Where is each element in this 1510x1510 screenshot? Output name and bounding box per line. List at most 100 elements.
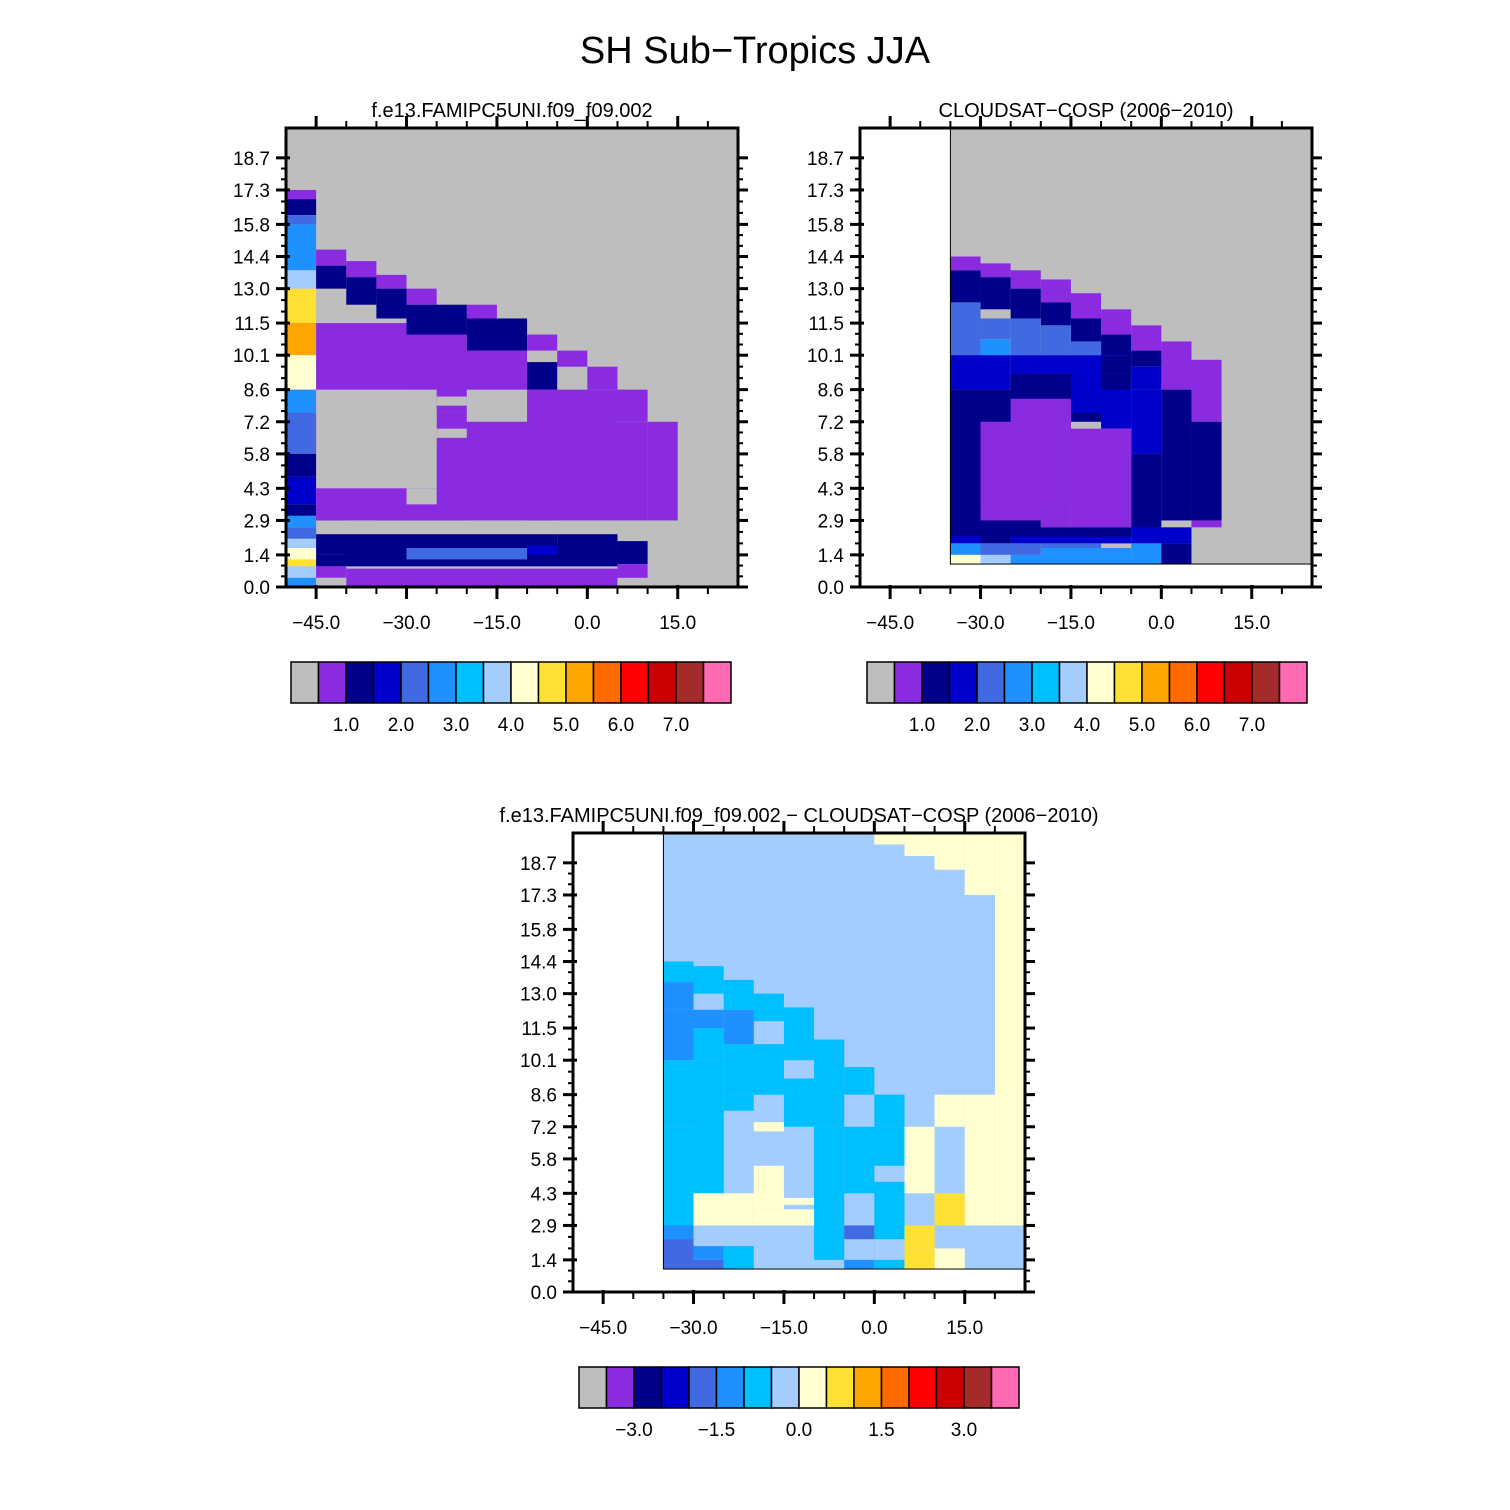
heatmap-cell	[693, 1110, 724, 1194]
heatmap-cell	[964, 894, 995, 1095]
colorbar-label: 4.0	[1074, 715, 1100, 736]
heatmap-cell	[980, 536, 1011, 544]
colorbar: 1.0 2.0 3.0 4.0 5.0 6.0 7.0	[866, 661, 1308, 736]
heatmap-cell	[286, 323, 317, 356]
panel-title-model: f.e13.FAMIPC5UNI.f09_f09.002	[371, 100, 652, 122]
heatmap-cell	[617, 421, 648, 521]
heatmap-cell	[527, 545, 558, 555]
plot-frame	[284, 126, 740, 589]
heatmap-cell	[1131, 527, 1192, 544]
heatmap-cell	[1040, 543, 1102, 548]
colorbar-label: 0.0	[786, 1420, 812, 1441]
heatmap-cell	[466, 318, 528, 351]
y-tick-label: 2.9	[818, 511, 844, 532]
y-tick-label: 14.4	[807, 248, 844, 269]
colorbar-box	[633, 1366, 663, 1409]
y-tick-label: 0.0	[818, 578, 844, 599]
heatmap-cell	[1131, 325, 1162, 351]
y-tick-label: 13.0	[807, 280, 844, 301]
colorbar: 1.0 2.0 3.0 4.0 5.0 6.0 7.0	[290, 661, 732, 736]
heatmap-cell	[874, 1094, 905, 1127]
heatmap-cell	[1191, 520, 1222, 528]
y-tick-label: 11.5	[521, 1019, 557, 1040]
heatmap-cell	[783, 1197, 815, 1205]
heatmap-cell	[874, 1165, 905, 1182]
panel-title-observation: CLOUDSAT−COSP (2006−2010)	[939, 100, 1234, 122]
x-tick-label: −45.0	[579, 1318, 627, 1339]
heatmap-cell	[904, 833, 935, 856]
heatmap-cell	[286, 476, 317, 505]
heatmap-cell	[1040, 547, 1132, 555]
y-tick-label: 5.8	[818, 445, 844, 466]
colorbar-label: 1.0	[909, 715, 935, 736]
heatmap-cell	[753, 1122, 784, 1132]
colorbar-box	[948, 661, 978, 704]
y-tick-label: 11.5	[234, 314, 270, 335]
heatmap-cell	[527, 362, 558, 390]
x-tick-label: 0.0	[861, 1318, 887, 1339]
heatmap-cell	[950, 355, 1011, 390]
heatmap-cell	[1131, 389, 1162, 454]
heatmap-cell	[1131, 350, 1162, 367]
colorbar-box	[1168, 661, 1198, 704]
heatmap-cell	[1131, 453, 1162, 537]
heatmap-cell	[286, 189, 317, 200]
heatmap-cell	[723, 1094, 754, 1111]
heatmap-cell	[436, 350, 528, 390]
colorbar-box	[578, 1366, 608, 1409]
colorbar-box	[798, 1366, 828, 1409]
heatmap-cell	[950, 536, 981, 544]
heatmap-cell	[1101, 309, 1132, 335]
colorbar-box	[688, 1366, 718, 1409]
heatmap-cell	[1010, 318, 1041, 356]
heatmap-cell	[814, 1039, 845, 1079]
heatmap-cell	[1161, 341, 1192, 390]
colorbar-box	[1086, 661, 1116, 704]
heatmap-cell	[617, 541, 648, 565]
heatmap-cell	[753, 1165, 784, 1210]
heatmap-cell	[844, 1225, 875, 1240]
colorbar-box	[853, 1366, 883, 1409]
y-tick-label: 4.3	[531, 1184, 557, 1205]
colorbar-box	[908, 1366, 938, 1409]
colorbar: −3.0 −1.5 0.0 1.5 3.0	[578, 1366, 1020, 1441]
x-tick-label: −30.0	[669, 1318, 717, 1339]
colorbar-box	[1058, 661, 1088, 704]
axis-ticks	[563, 821, 1035, 1304]
y-tick-label: 1.4	[818, 546, 845, 567]
heatmap-cell	[1101, 389, 1132, 429]
y-tick-label: 13.0	[233, 280, 270, 301]
y-tick-label: 5.8	[531, 1150, 557, 1171]
heatmap-cell	[1070, 373, 1102, 413]
colorbar-label: 1.0	[333, 715, 359, 736]
heatmap-cell	[346, 568, 618, 587]
heatmap-cell	[663, 982, 694, 1010]
colorbar-box	[372, 661, 402, 704]
colorbar-box	[1113, 661, 1143, 704]
colorbar-label: −1.5	[698, 1420, 736, 1441]
heatmap-cell	[1070, 318, 1102, 342]
colorbar-label: 2.0	[964, 715, 990, 736]
colorbar-box	[675, 661, 705, 704]
colorbar-box	[770, 1366, 800, 1409]
colorbar-box	[647, 661, 677, 704]
heatmap-cell	[286, 577, 317, 587]
colorbar-box	[317, 661, 347, 704]
heatmap-cell	[693, 1246, 724, 1260]
y-tick-label: 18.7	[520, 854, 557, 875]
axis-ticks	[850, 116, 1322, 599]
heatmap-cell	[617, 389, 648, 422]
colorbar-box	[510, 661, 540, 704]
heatmap-cell	[693, 1009, 724, 1029]
x-tick-label: −15.0	[760, 1318, 808, 1339]
heatmap-cell	[663, 1239, 694, 1260]
heatmap-cell	[1161, 543, 1192, 565]
heatmap-cell	[557, 350, 588, 367]
heatmap-cell	[376, 274, 407, 289]
heatmap-cell	[950, 270, 981, 303]
heatmap-cell	[466, 304, 497, 319]
heatmap-cell	[874, 833, 905, 845]
heatmap-cell	[950, 554, 981, 565]
heatmap-cell	[617, 564, 648, 578]
x-tick-label: 15.0	[946, 1318, 983, 1339]
